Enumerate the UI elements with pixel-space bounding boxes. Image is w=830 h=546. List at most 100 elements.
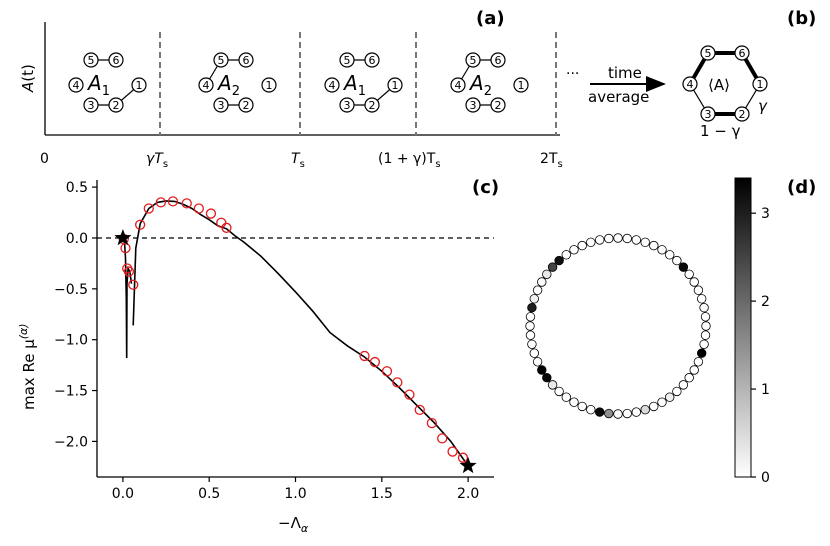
mode-point [404,389,415,400]
mode-point [437,433,448,444]
endpoint-star [459,456,477,474]
x-tick-label: 2.0 [457,486,479,502]
mode-point [426,417,438,429]
ring-node [542,269,552,279]
mode-point [205,208,217,219]
snapshot-a1-second: 1 2 345 6 [324,52,403,113]
panel-c-ylabel: max Re μ(α) [17,323,38,410]
mode-point [120,242,131,254]
hexagon-node [700,106,716,122]
snapshot-label-2: A2 [216,71,240,99]
hexagon-node-number: 6 [739,47,746,60]
ring-node [700,330,711,340]
ring-node [613,409,623,419]
panel-a-tick-gamma-ts: γTs [146,151,168,170]
snapshot-node-number: 2 [369,99,376,112]
ring-node [678,262,689,272]
y-tick-label: −0.5 [54,282,88,298]
snapshot-node [261,77,277,93]
ring-node [657,245,667,255]
ring-node [689,365,699,375]
snapshot-node-number: 5 [470,54,477,67]
snapshot-node-number: 6 [369,54,376,67]
hexagon-node-number: 2 [739,108,746,121]
hexagon-nodes: 1 2 3 4 5 6 [682,45,768,122]
snapshot-node [490,52,506,68]
snapshot-a2-second: 1 2 345 6 [450,52,529,113]
mode-point [143,203,154,214]
mode-point [167,196,179,207]
ring-node [699,339,709,349]
snapshot-node [339,97,355,113]
ring-node [613,233,623,243]
series-line [132,200,469,467]
hexagon-node [734,106,750,122]
panel-c: 0.0 0.5 1.0 1.5 2.0 0.5 0.0 −0.5 −1.0 −1.5 −2.0 ma… [17,180,494,535]
ring-nodes [525,233,711,419]
colorbar-tick-label: 2 [761,294,770,310]
ring-node [622,233,632,244]
snapshot-node [213,52,229,68]
snapshot-node [450,77,466,93]
ring-node [561,250,571,260]
ring-node [569,245,579,255]
panel-a-tick-1-gamma-ts: (1 + γ)Ts [378,151,441,170]
ring-node [595,235,605,245]
snapshot-node-number: 5 [88,54,95,67]
snapshot-node [83,97,99,113]
ring-node [631,407,641,417]
ring-node [547,262,558,272]
snapshot-node-number: 4 [203,79,210,92]
colorbar-tick-label: 1 [761,382,770,398]
ring-node [604,408,614,419]
snapshot-label-1: A1 [86,71,110,99]
ring-node [525,330,536,340]
snapshot-node [238,97,254,113]
ring-node [525,321,535,331]
mode-point [447,446,458,457]
hexagon-node-number: 3 [705,108,712,121]
endpoint-star [114,229,132,246]
ring-node [672,255,682,266]
ring-node [577,401,587,412]
mode-point [128,279,139,290]
snapshot-node-number: 1 [136,79,143,92]
series-line [122,237,133,359]
snapshot-node [364,97,380,113]
snapshot-node [339,52,355,68]
ring-node [649,401,659,412]
average-label: ⟨A⟩ [708,76,730,94]
ring-node [684,269,694,279]
gamma-label: γ [758,97,768,115]
ring-node [554,386,564,397]
arrow-label-average: average [588,88,649,106]
colorbar-tick-label: 3 [761,206,770,222]
snapshot-node [238,52,254,68]
ring-node [604,233,614,244]
panel-a-tick-0: 0 [40,151,49,167]
ring-node [561,392,571,402]
snapshot-node [465,97,481,113]
panel-c-ticks: 0.0 0.5 1.0 1.5 2.0 0.5 0.0 −0.5 −1.0 −1.5 −2.0 [54,180,479,502]
panel-d: 0 1 2 3 [525,177,770,486]
mode-point [414,404,425,416]
mode-point [193,203,204,214]
panel-c-xlabel: −Λα [278,514,309,535]
snapshot-node-number: 4 [73,79,80,92]
ring-node [525,312,536,322]
snapshot-node [513,77,529,93]
hexagon-node [752,76,768,92]
hexagon-node [700,45,716,61]
ring-node [622,408,632,419]
mode-point [181,198,192,209]
x-tick-label: 0.0 [112,486,134,502]
ring-node [672,386,682,397]
ring-node [529,348,540,358]
x-tick-label: 0.5 [198,486,220,502]
colorbar [734,177,752,478]
ring-node [649,240,659,251]
snapshot-node-number: 5 [344,54,351,67]
snapshot-node-number: 6 [113,54,120,67]
ring-node [657,397,667,407]
ring-node [547,380,558,390]
